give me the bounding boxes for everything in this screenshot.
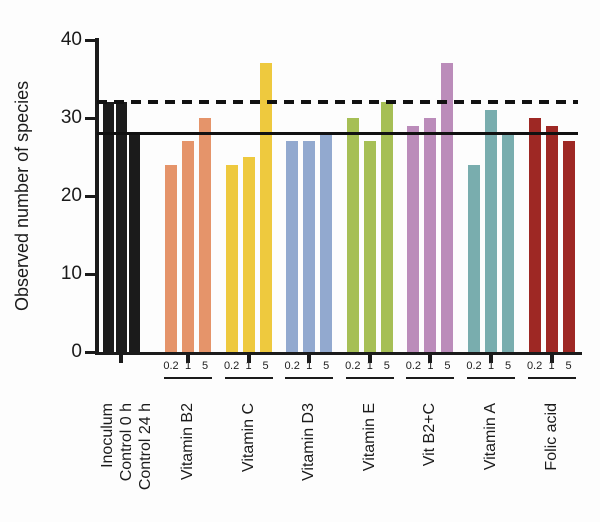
y-tick-mark <box>85 350 96 354</box>
x-group-tick <box>246 355 251 363</box>
reference-line-dashed <box>97 100 578 105</box>
dose-label: 0.2 <box>223 360 240 372</box>
x-group-tick <box>428 355 433 363</box>
bar-vitamin-c-dose-1 <box>242 157 255 352</box>
y-axis-line <box>95 38 99 355</box>
bar-control-0-h <box>115 102 127 352</box>
y-tick-mark <box>85 116 96 120</box>
dose-label: 0.2 <box>526 360 543 372</box>
dose-label: 1 <box>487 360 495 372</box>
dose-label: 0.2 <box>345 360 361 372</box>
dose-label: 5 <box>383 360 390 372</box>
bar-vitamin-a-dose-0.2 <box>468 164 480 352</box>
dose-label: 1 <box>548 360 555 372</box>
x-group-tick <box>489 355 493 363</box>
y-tick-mark <box>85 272 96 276</box>
dose-label: 1 <box>245 360 252 372</box>
bar-vitamin-d3-dose-1 <box>303 141 316 352</box>
x-group-tick <box>549 355 554 363</box>
dose-label: 5 <box>565 360 572 372</box>
bar-folic-acid-dose-5 <box>562 141 575 352</box>
dose-label: 5 <box>444 360 451 372</box>
dose-label: 1 <box>306 360 313 372</box>
dose-label: 1 <box>366 360 373 372</box>
bar-vitamin-c-dose-0.2 <box>225 164 238 352</box>
x-label-control-0-h: Control 0 h <box>118 403 135 482</box>
bar-folic-acid-dose-1 <box>545 125 558 352</box>
bar-folic-acid-dose-0.2 <box>528 118 541 352</box>
y-tick-label: 20 <box>60 185 82 206</box>
dose-label: 0.2 <box>405 360 422 372</box>
bar-vit-b2-c-dose-5 <box>441 63 454 352</box>
dose-underline <box>164 377 212 379</box>
bar-vitamin-d3-dose-0.2 <box>286 141 299 352</box>
dose-label: 5 <box>323 360 330 372</box>
x-label-vitamin-a: Vitamin A <box>482 403 499 471</box>
bar-vit-b2-c-dose-1 <box>424 118 437 352</box>
y-tick-label: 0 <box>71 341 82 362</box>
bar-vitamin-b2-dose-5 <box>199 118 211 352</box>
bar-vitamin-b2-dose-0.2 <box>165 164 177 352</box>
y-tick-label: 30 <box>60 107 82 128</box>
bar-inoculum <box>102 102 114 352</box>
x-group-tick <box>119 355 123 363</box>
bar-vitamin-e-dose-1 <box>363 141 376 352</box>
bar-vitamin-c-dose-5 <box>259 63 272 352</box>
dose-underline <box>467 377 515 379</box>
plot-area <box>97 40 578 352</box>
x-label-vitamin-b2: Vitamin B2 <box>179 403 196 481</box>
x-label-folic-acid: Folic acid <box>542 403 560 471</box>
bar-vitamin-a-dose-1 <box>485 110 497 352</box>
y-tick-label: 40 <box>60 29 82 50</box>
y-tick-label: 10 <box>60 263 82 284</box>
x-axis-line <box>95 352 582 355</box>
dose-label: 1 <box>184 360 192 372</box>
x-label-vitamin-d3: Vitamin D3 <box>300 403 318 481</box>
x-label-vit-b2-c: Vit B2+C <box>421 403 439 467</box>
x-label-vitamin-c: Vitamin C <box>239 403 257 473</box>
dose-label: 0.2 <box>284 360 300 372</box>
dose-underline <box>527 377 576 379</box>
dose-underline <box>406 377 455 379</box>
bar-control-24-h <box>128 133 140 352</box>
x-group-tick <box>307 355 312 363</box>
bar-vit-b2-c-dose-0.2 <box>407 125 420 352</box>
dose-underline <box>224 377 273 379</box>
x-group-tick <box>367 355 372 363</box>
dose-label: 5 <box>201 360 209 372</box>
x-label-inoculum: Inoculum <box>99 403 116 468</box>
x-label-vitamin-e: Vitamin E <box>360 403 378 472</box>
dose-underline <box>285 377 334 379</box>
dose-label: 5 <box>504 360 512 372</box>
bar-vitamin-d3-dose-5 <box>320 133 333 352</box>
dose-label: 0.2 <box>466 360 482 372</box>
dose-label: 1 <box>427 360 434 372</box>
bar-vitamin-e-dose-5 <box>380 102 393 352</box>
x-group-tick <box>186 355 190 363</box>
bar-vitamin-a-dose-5 <box>502 133 514 352</box>
x-label-control-24-h: Control 24 h <box>137 403 154 491</box>
y-axis-title: Observed number of species <box>12 80 32 312</box>
y-tick-mark <box>85 194 96 198</box>
y-tick-mark <box>85 38 96 42</box>
bar-vitamin-b2-dose-1 <box>182 141 194 352</box>
dose-label: 5 <box>262 360 269 372</box>
dose-label: 0.2 <box>163 360 179 372</box>
dose-underline <box>345 377 394 379</box>
reference-line-solid <box>97 132 578 136</box>
bar-vitamin-e-dose-0.2 <box>346 118 359 352</box>
